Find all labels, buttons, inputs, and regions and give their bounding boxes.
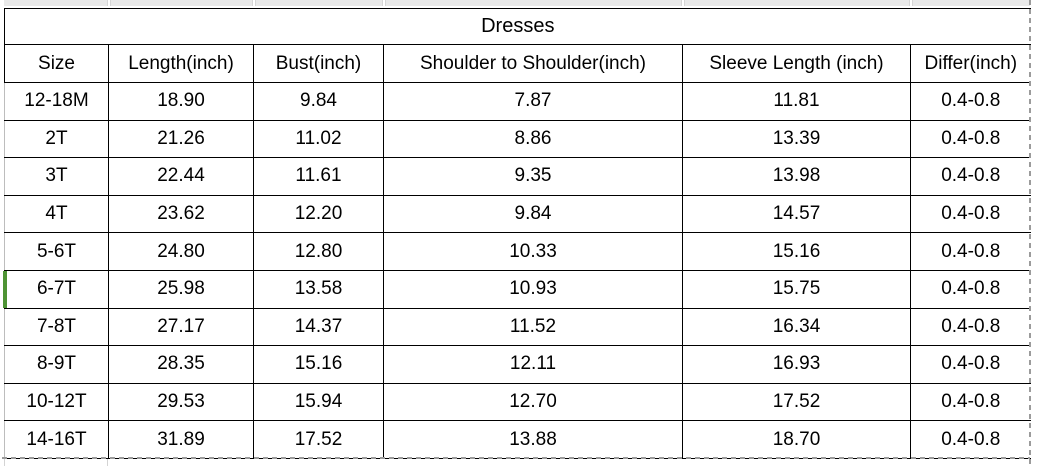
gridline-separator: [909, 0, 913, 6]
value-cell[interactable]: 9.84: [253, 82, 384, 121]
gridline-separator: [382, 0, 386, 6]
column-header-cell[interactable]: Sleeve Length (inch): [682, 44, 911, 83]
table-row: 2T 21.26 11.02 8.86 13.39 0.4-0.8: [4, 119, 1031, 159]
value-cell[interactable]: 0.4-0.8: [909, 382, 1031, 422]
value-cell[interactable]: 23.62: [108, 194, 254, 234]
value-cell[interactable]: 0.4-0.8: [909, 82, 1031, 121]
table-row: 10-12T 29.53 15.94 12.70 17.52 0.4-0.8: [4, 382, 1031, 422]
value-cell[interactable]: 0.4-0.8: [909, 157, 1031, 196]
size-cell[interactable]: 5-6T: [4, 232, 109, 271]
value-cell[interactable]: 16.34: [682, 307, 911, 347]
size-cell[interactable]: 7-8T: [4, 307, 109, 347]
value-cell[interactable]: 24.80: [108, 232, 254, 271]
value-cell[interactable]: 11.61: [253, 157, 384, 196]
table-title-row: Dresses: [3, 8, 1031, 45]
value-cell[interactable]: 13.58: [253, 269, 384, 309]
value-cell[interactable]: 13.98: [682, 157, 911, 196]
value-cell[interactable]: 11.81: [682, 82, 911, 121]
size-cell[interactable]: 8-9T: [4, 345, 109, 384]
table-row: 14-16T 31.89 17.52 13.88 18.70 0.4-0.8: [4, 420, 1031, 459]
table-row: 6-7T 25.98 13.58 10.93 15.75 0.4-0.8: [4, 269, 1031, 309]
value-cell[interactable]: 0.4-0.8: [909, 307, 1031, 347]
value-cell[interactable]: 18.70: [682, 420, 911, 459]
value-cell[interactable]: 11.02: [253, 119, 384, 159]
value-cell[interactable]: 28.35: [108, 345, 254, 384]
value-cell[interactable]: 27.17: [108, 307, 254, 347]
value-cell[interactable]: 17.52: [682, 382, 911, 422]
gridline-stub: [107, 459, 108, 466]
gridline-separator: [252, 0, 256, 6]
value-cell[interactable]: 8.86: [383, 119, 683, 159]
table-row: 5-6T 24.80 12.80 10.33 15.16 0.4-0.8: [4, 232, 1031, 271]
value-cell[interactable]: 13.39: [682, 119, 911, 159]
value-cell[interactable]: 12.70: [383, 382, 683, 422]
value-cell[interactable]: 10.93: [383, 269, 683, 309]
value-cell[interactable]: 7.87: [383, 82, 683, 121]
value-cell[interactable]: 0.4-0.8: [909, 420, 1031, 459]
table-row: 3T 22.44 11.61 9.35 13.98 0.4-0.8: [4, 157, 1031, 196]
value-cell[interactable]: 0.4-0.8: [909, 119, 1031, 159]
value-cell[interactable]: 0.4-0.8: [909, 194, 1031, 234]
column-header-cell[interactable]: Differ(inch): [909, 44, 1031, 83]
size-chart-table: Dresses Size Length(inch) Bust(inch) Should…: [3, 8, 1031, 459]
table-row: 4T 23.62 12.20 9.84 14.57 0.4-0.8: [4, 194, 1031, 234]
column-header-cell[interactable]: Length(inch): [108, 44, 254, 83]
size-cell[interactable]: 12-18M: [4, 82, 109, 121]
gridline-separator: [681, 0, 685, 6]
value-cell[interactable]: 10.33: [383, 232, 683, 271]
value-cell[interactable]: 14.37: [253, 307, 384, 347]
value-cell[interactable]: 17.52: [253, 420, 384, 459]
value-cell[interactable]: 31.89: [108, 420, 254, 459]
value-cell[interactable]: 16.93: [682, 345, 911, 384]
gridline-separator: [107, 0, 111, 6]
table-header-row: Size Length(inch) Bust(inch) Shoulder to Sh…: [4, 44, 1031, 83]
value-cell[interactable]: 29.53: [108, 382, 254, 422]
value-cell[interactable]: 14.57: [682, 194, 911, 234]
value-cell[interactable]: 15.75: [682, 269, 911, 309]
value-cell[interactable]: 18.90: [108, 82, 254, 121]
size-cell[interactable]: 6-7T: [4, 269, 109, 309]
size-cell[interactable]: 14-16T: [4, 420, 109, 459]
table-row: 12-18M 18.90 9.84 7.87 11.81 0.4-0.8: [4, 82, 1031, 121]
value-cell[interactable]: 12.80: [253, 232, 384, 271]
column-header-cell[interactable]: Bust(inch): [253, 44, 384, 83]
column-header-cell[interactable]: Shoulder to Shoulder(inch): [383, 44, 683, 83]
value-cell[interactable]: 15.16: [253, 345, 384, 384]
value-cell[interactable]: 12.11: [383, 345, 683, 384]
table-row: 7-8T 27.17 14.37 11.52 16.34 0.4-0.8: [4, 307, 1031, 347]
page-break-line-horizontal: [2, 457, 1030, 459]
value-cell[interactable]: 0.4-0.8: [909, 232, 1031, 271]
value-cell[interactable]: 11.52: [383, 307, 683, 347]
value-cell[interactable]: 25.98: [108, 269, 254, 309]
selected-cell-border: [3, 271, 7, 308]
value-cell[interactable]: 22.44: [108, 157, 254, 196]
table-title-cell[interactable]: Dresses: [3, 8, 1031, 45]
value-cell[interactable]: 0.4-0.8: [909, 269, 1031, 309]
table-row: 8-9T 28.35 15.16 12.11 16.93 0.4-0.8: [4, 345, 1031, 384]
page-break-line-vertical: [1029, 0, 1031, 466]
value-cell[interactable]: 13.88: [383, 420, 683, 459]
size-cell[interactable]: 4T: [4, 194, 109, 234]
size-cell[interactable]: 10-12T: [4, 382, 109, 422]
size-cell[interactable]: 3T: [4, 157, 109, 196]
partial-row-above-table: [4, 0, 1030, 6]
gridline-stub: [4, 459, 5, 466]
value-cell[interactable]: 0.4-0.8: [909, 345, 1031, 384]
value-cell[interactable]: 12.20: [253, 194, 384, 234]
value-cell[interactable]: 9.35: [383, 157, 683, 196]
value-cell[interactable]: 21.26: [108, 119, 254, 159]
size-cell[interactable]: 2T: [4, 119, 109, 159]
value-cell[interactable]: 15.94: [253, 382, 384, 422]
value-cell[interactable]: 9.84: [383, 194, 683, 234]
column-header-cell[interactable]: Size: [4, 44, 109, 83]
value-cell[interactable]: 15.16: [682, 232, 911, 271]
